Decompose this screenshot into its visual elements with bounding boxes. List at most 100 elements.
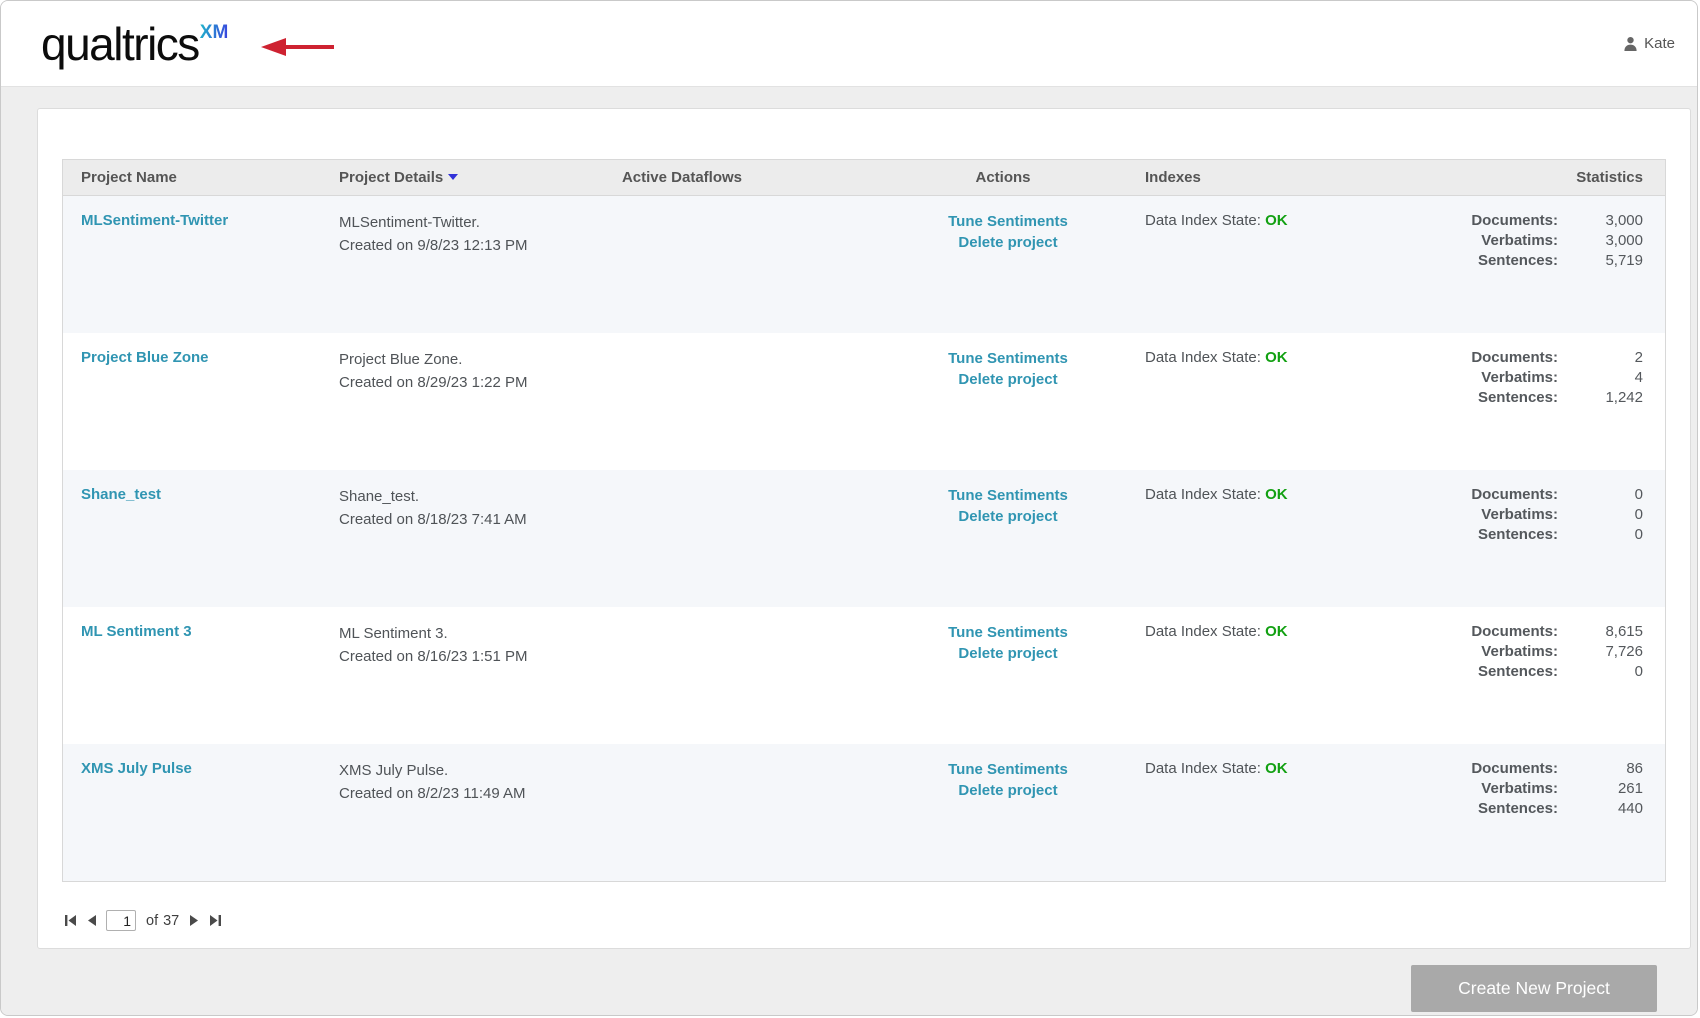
table-row: MLSentiment-Twitter MLSentiment-Twitter.…: [63, 196, 1665, 333]
delete-project-link[interactable]: Delete project: [958, 782, 1058, 799]
active-dataflows-cell: [563, 211, 883, 333]
active-dataflows-cell: [563, 348, 883, 470]
indexes-cell: Data Index State: OK: [1123, 759, 1433, 881]
verbatims-label: Verbatims:: [1481, 506, 1558, 523]
column-header-actions[interactable]: Actions: [975, 169, 1031, 186]
delete-project-link[interactable]: Delete project: [958, 371, 1058, 388]
last-page-button[interactable]: [207, 913, 224, 928]
verbatims-label: Verbatims:: [1481, 780, 1558, 797]
delete-project-link[interactable]: Delete project: [958, 234, 1058, 251]
sentences-label: Sentences:: [1477, 389, 1558, 406]
column-header-statistics[interactable]: Statistics: [1576, 169, 1643, 186]
logo-xm-superscript: XM: [199, 21, 229, 43]
of-label: of: [146, 912, 159, 929]
actions-cell: Tune Sentiments Delete project: [883, 759, 1123, 881]
column-header-active-dataflows[interactable]: Active Dataflows: [621, 169, 743, 186]
total-pages: 37: [163, 912, 180, 929]
project-description: XMS July Pulse.: [339, 762, 449, 779]
documents-label: Documents:: [1471, 623, 1558, 640]
page-count-label: of 37: [146, 913, 179, 929]
project-description: ML Sentiment 3.: [339, 625, 448, 642]
statistics-cell: Documents: 3,000 Verbatims: 3,000 Senten…: [1433, 211, 1665, 333]
verbatims-label: Verbatims:: [1481, 369, 1558, 386]
statistics-cell: Documents: 8,615 Verbatims: 7,726 Senten…: [1433, 622, 1665, 744]
sentences-value: 0: [1634, 526, 1643, 543]
documents-value: 0: [1634, 486, 1643, 503]
table-row: ML Sentiment 3 ML Sentiment 3. Created o…: [63, 607, 1665, 744]
project-name-cell: XMS July Pulse: [63, 759, 313, 881]
project-details-cell: ML Sentiment 3. Created on 8/16/23 1:51 …: [313, 622, 563, 744]
table-row: Shane_test Shane_test. Created on 8/18/2…: [63, 470, 1665, 607]
project-name-cell: MLSentiment-Twitter: [63, 211, 313, 333]
user-icon: [1623, 36, 1638, 51]
sentences-label: Sentences:: [1477, 526, 1558, 543]
actions-cell: Tune Sentiments Delete project: [883, 348, 1123, 470]
table-row: Project Blue Zone Project Blue Zone. Cre…: [63, 333, 1665, 470]
documents-value: 86: [1626, 760, 1643, 777]
project-name-link[interactable]: Project Blue Zone: [81, 349, 209, 366]
project-created-date: Created on 8/29/23 1:22 PM: [339, 374, 528, 391]
delete-project-link[interactable]: Delete project: [958, 508, 1058, 525]
documents-label: Documents:: [1471, 486, 1558, 503]
tune-sentiments-link[interactable]: Tune Sentiments: [948, 487, 1068, 504]
actions-cell: Tune Sentiments Delete project: [883, 211, 1123, 333]
tune-sentiments-link[interactable]: Tune Sentiments: [948, 350, 1068, 367]
first-page-button[interactable]: [62, 913, 79, 928]
tune-sentiments-link[interactable]: Tune Sentiments: [948, 213, 1068, 230]
project-description: MLSentiment-Twitter.: [339, 214, 480, 231]
sentences-label: Sentences:: [1477, 800, 1558, 817]
verbatims-value: 3,000: [1605, 232, 1643, 249]
next-page-button[interactable]: [187, 913, 202, 928]
documents-label: Documents:: [1471, 349, 1558, 366]
verbatims-label: Verbatims:: [1481, 643, 1558, 660]
logo-text: qualtrics: [41, 17, 200, 70]
previous-page-button[interactable]: [84, 913, 99, 928]
index-state-ok-badge: OK: [1265, 212, 1288, 229]
actions-cell: Tune Sentiments Delete project: [883, 622, 1123, 744]
statistics-cell: Documents: 0 Verbatims: 0 Sentences: 0: [1433, 485, 1665, 607]
documents-value: 2: [1634, 349, 1643, 366]
project-description: Project Blue Zone.: [339, 351, 463, 368]
data-index-state-label: Data Index State:: [1145, 486, 1261, 503]
page-number-input[interactable]: [106, 910, 136, 931]
column-header-indexes[interactable]: Indexes: [1145, 169, 1201, 186]
table-row: XMS July Pulse XMS July Pulse. Created o…: [63, 744, 1665, 881]
sentences-label: Sentences:: [1477, 663, 1558, 680]
verbatims-value: 261: [1617, 780, 1643, 797]
documents-value: 3,000: [1605, 212, 1643, 229]
project-description: Shane_test.: [339, 488, 420, 505]
project-name-link[interactable]: Shane_test: [81, 486, 162, 503]
project-name-cell: ML Sentiment 3: [63, 622, 313, 744]
projects-card: Project Name Project Details Active Data…: [37, 108, 1691, 949]
documents-label: Documents:: [1471, 760, 1558, 777]
column-header-project-name[interactable]: Project Name: [81, 169, 177, 186]
sentences-value: 1,242: [1605, 389, 1643, 406]
verbatims-value: 0: [1634, 506, 1643, 523]
project-created-date: Created on 8/16/23 1:51 PM: [339, 648, 528, 665]
indexes-cell: Data Index State: OK: [1123, 622, 1433, 744]
active-dataflows-cell: [563, 759, 883, 881]
column-header-project-details[interactable]: Project Details: [313, 169, 563, 186]
project-name-link[interactable]: MLSentiment-Twitter: [81, 212, 229, 229]
main-content: Project Name Project Details Active Data…: [1, 87, 1697, 1015]
user-menu[interactable]: Kate: [1623, 1, 1675, 86]
delete-project-link[interactable]: Delete project: [958, 645, 1058, 662]
create-new-project-button[interactable]: Create New Project: [1411, 965, 1657, 1012]
sentences-value: 5,719: [1605, 252, 1643, 269]
indexes-cell: Data Index State: OK: [1123, 348, 1433, 470]
project-details-cell: Project Blue Zone. Created on 8/29/23 1:…: [313, 348, 563, 470]
project-name-cell: Project Blue Zone: [63, 348, 313, 470]
red-arrow-annotation-icon: [260, 37, 335, 57]
sentences-label: Sentences:: [1477, 252, 1558, 269]
indexes-cell: Data Index State: OK: [1123, 485, 1433, 607]
project-name-link[interactable]: XMS July Pulse: [81, 760, 192, 777]
qualtrics-logo: qualtrics XM: [41, 21, 228, 67]
project-name-cell: Shane_test: [63, 485, 313, 607]
project-name-link[interactable]: ML Sentiment 3: [81, 623, 192, 640]
tune-sentiments-link[interactable]: Tune Sentiments: [948, 624, 1068, 641]
project-created-date: Created on 9/8/23 12:13 PM: [339, 237, 528, 254]
tune-sentiments-link[interactable]: Tune Sentiments: [948, 761, 1068, 778]
active-dataflows-cell: [563, 485, 883, 607]
project-details-cell: XMS July Pulse. Created on 8/2/23 11:49 …: [313, 759, 563, 881]
project-details-cell: Shane_test. Created on 8/18/23 7:41 AM: [313, 485, 563, 607]
